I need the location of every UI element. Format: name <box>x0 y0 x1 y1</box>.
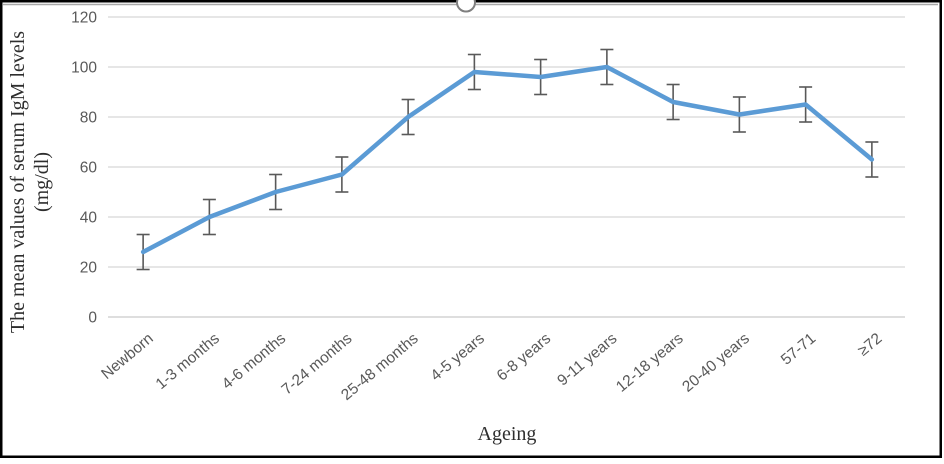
x-category-label: ≥72 <box>855 330 886 360</box>
y-tick-label: 120 <box>71 10 97 27</box>
gridline-layer <box>108 16 905 318</box>
x-category-label: 6-8 years <box>494 330 555 385</box>
y-tick-label: 40 <box>80 210 98 227</box>
x-category-label: 12-18 years <box>613 330 687 396</box>
y-axis-title-line2: (mg/dl) <box>31 152 53 212</box>
x-category-label: 20-40 years <box>679 330 753 396</box>
x-axis-title: Ageing <box>478 423 537 445</box>
y-tick-label: 0 <box>88 310 97 327</box>
x-category-label: Newborn <box>98 330 156 383</box>
y-tick-label: 20 <box>80 260 98 277</box>
y-tick-label: 80 <box>80 110 98 127</box>
x-category-label: 1-3 months <box>153 330 224 393</box>
y-axis-title-line1: The mean values of serum IgM levels <box>7 31 29 333</box>
x-category-label: 4-5 years <box>428 330 489 385</box>
y-tick-label: 100 <box>71 60 97 77</box>
series-layer <box>136 48 879 271</box>
x-category-label: 57-71 <box>778 330 819 369</box>
selection-handle-icon[interactable] <box>456 0 476 13</box>
series-line <box>140 64 875 255</box>
x-category-label: 4-6 months <box>219 330 290 393</box>
x-category-label: 9-11 years <box>554 330 620 390</box>
y-tick-label: 60 <box>80 160 98 177</box>
